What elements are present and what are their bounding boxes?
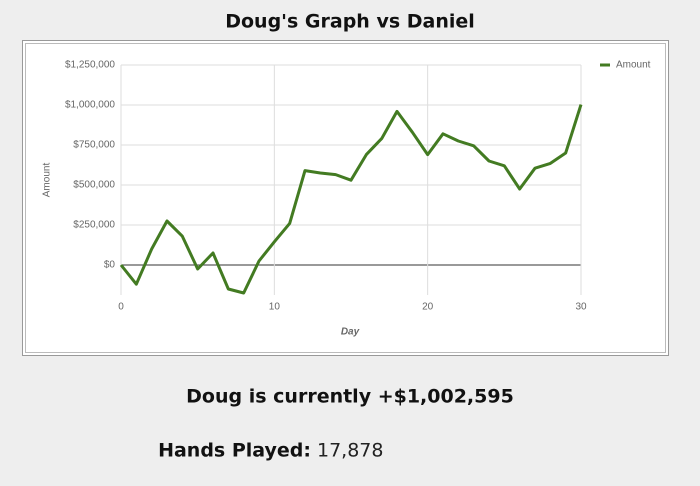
y-tick-label: $1,000,000 xyxy=(65,100,115,111)
y-tick-label: $750,000 xyxy=(73,140,115,151)
legend-label: Amount xyxy=(616,60,651,71)
x-tick-label: 30 xyxy=(575,302,587,313)
chart-frame xyxy=(22,40,669,356)
summary: Doug is currently +$1,002,595 xyxy=(186,386,514,408)
y-tick-label: $0 xyxy=(104,260,116,271)
chart-inner-frame xyxy=(25,43,666,353)
chart-title: Doug's Graph vs Daniel xyxy=(225,11,475,33)
hands-label: Hands Played: xyxy=(158,440,311,462)
line-series xyxy=(119,104,583,295)
hands-value: 17,878 xyxy=(317,440,383,462)
y-tick-label: $1,250,000 xyxy=(65,60,115,71)
y-axis-label: Amount xyxy=(42,163,53,198)
x-tick-label: 0 xyxy=(118,302,124,313)
y-tick-label: $250,000 xyxy=(73,220,115,231)
y-tick-label: $500,000 xyxy=(73,180,115,191)
x-tick-label: 20 xyxy=(422,302,434,313)
x-axis-label: Day xyxy=(341,327,360,338)
x-tick-label: 10 xyxy=(269,302,281,313)
